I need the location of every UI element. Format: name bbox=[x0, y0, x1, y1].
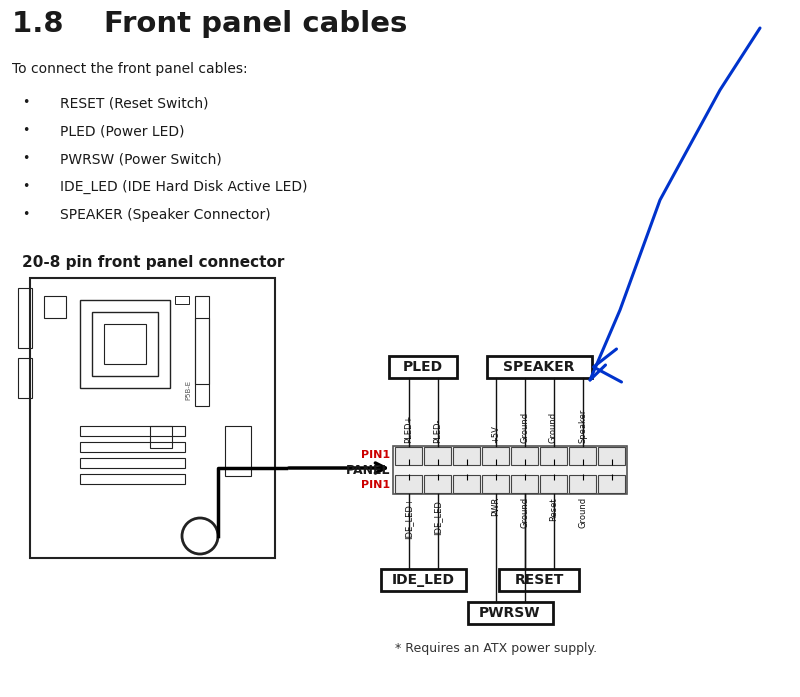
FancyBboxPatch shape bbox=[389, 356, 457, 378]
Text: IDE_LED+: IDE_LED+ bbox=[404, 497, 413, 539]
Text: SPEAKER: SPEAKER bbox=[503, 360, 574, 374]
FancyBboxPatch shape bbox=[482, 447, 509, 465]
Text: •: • bbox=[22, 208, 30, 221]
Text: PLED (Power LED): PLED (Power LED) bbox=[60, 124, 185, 138]
Text: PWRSW: PWRSW bbox=[479, 606, 541, 620]
Text: Ground: Ground bbox=[520, 497, 529, 528]
FancyBboxPatch shape bbox=[499, 569, 579, 591]
FancyBboxPatch shape bbox=[540, 447, 567, 465]
FancyBboxPatch shape bbox=[393, 446, 627, 494]
Text: * Requires an ATX power supply.: * Requires an ATX power supply. bbox=[395, 642, 597, 655]
FancyBboxPatch shape bbox=[569, 475, 596, 493]
FancyBboxPatch shape bbox=[424, 447, 451, 465]
Text: PLED+: PLED+ bbox=[404, 415, 413, 443]
FancyBboxPatch shape bbox=[467, 602, 553, 624]
Text: Reset: Reset bbox=[549, 497, 558, 521]
Text: PANEL: PANEL bbox=[346, 464, 390, 477]
FancyBboxPatch shape bbox=[486, 356, 591, 378]
Text: Ground: Ground bbox=[549, 412, 558, 443]
Text: IDE_LED (IDE Hard Disk Active LED): IDE_LED (IDE Hard Disk Active LED) bbox=[60, 180, 307, 194]
Text: 1.8    Front panel cables: 1.8 Front panel cables bbox=[12, 10, 407, 38]
FancyBboxPatch shape bbox=[395, 475, 422, 493]
Text: RESET (Reset Switch): RESET (Reset Switch) bbox=[60, 96, 209, 110]
Text: +5V: +5V bbox=[491, 425, 500, 443]
FancyBboxPatch shape bbox=[482, 475, 509, 493]
FancyBboxPatch shape bbox=[453, 447, 480, 465]
Text: Ground: Ground bbox=[520, 412, 529, 443]
Text: PLED-: PLED- bbox=[433, 418, 442, 443]
FancyBboxPatch shape bbox=[598, 475, 625, 493]
Text: Ground: Ground bbox=[578, 497, 587, 528]
Text: PIN1: PIN1 bbox=[361, 450, 390, 460]
Text: Speaker: Speaker bbox=[578, 408, 587, 443]
FancyBboxPatch shape bbox=[511, 447, 538, 465]
Text: RESET: RESET bbox=[514, 573, 564, 587]
Text: PIN1: PIN1 bbox=[361, 480, 390, 490]
Text: PLED: PLED bbox=[403, 360, 443, 374]
Text: PWRSW (Power Switch): PWRSW (Power Switch) bbox=[60, 152, 222, 166]
Text: •: • bbox=[22, 96, 30, 109]
Text: •: • bbox=[22, 152, 30, 165]
FancyBboxPatch shape bbox=[569, 447, 596, 465]
FancyBboxPatch shape bbox=[598, 447, 625, 465]
Text: To connect the front panel cables:: To connect the front panel cables: bbox=[12, 62, 248, 76]
FancyBboxPatch shape bbox=[424, 475, 451, 493]
Text: SPEAKER (Speaker Connector): SPEAKER (Speaker Connector) bbox=[60, 208, 270, 222]
Text: IDE_LED: IDE_LED bbox=[391, 573, 454, 587]
Text: IDE_LED-: IDE_LED- bbox=[433, 497, 442, 535]
FancyBboxPatch shape bbox=[511, 475, 538, 493]
FancyBboxPatch shape bbox=[381, 569, 466, 591]
Text: 20-8 pin front panel connector: 20-8 pin front panel connector bbox=[22, 255, 284, 270]
FancyBboxPatch shape bbox=[453, 475, 480, 493]
Text: PWR: PWR bbox=[491, 497, 500, 516]
Text: P5B-E: P5B-E bbox=[185, 380, 191, 400]
FancyBboxPatch shape bbox=[540, 475, 567, 493]
FancyBboxPatch shape bbox=[395, 447, 422, 465]
Text: •: • bbox=[22, 180, 30, 193]
Text: •: • bbox=[22, 124, 30, 137]
